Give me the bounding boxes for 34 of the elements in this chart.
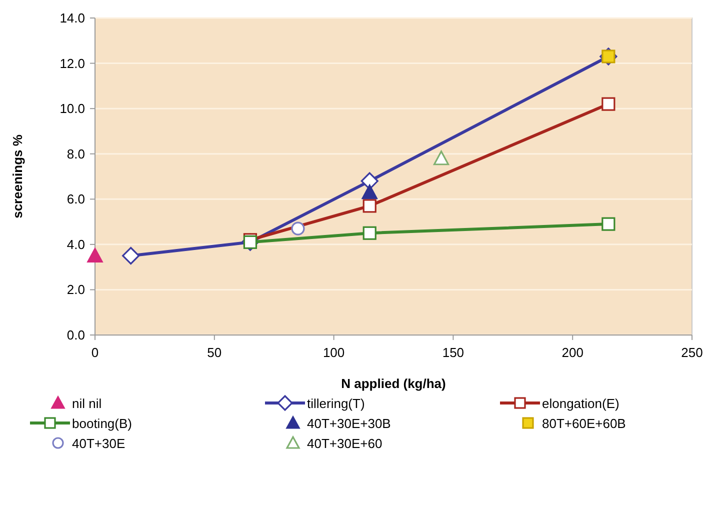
point xyxy=(362,184,378,200)
y-tick-label: 4.0 xyxy=(66,236,85,252)
legend-label: tillering(T) xyxy=(307,396,365,411)
x-tick-label: 200 xyxy=(562,345,584,360)
x-tick-label: 50 xyxy=(207,345,222,360)
x-tick-label: 150 xyxy=(442,345,464,360)
y-tick-label: 0.0 xyxy=(66,328,85,342)
y-tick-label: 8.0 xyxy=(66,146,85,162)
y-tick-label: 10.0 xyxy=(60,101,85,116)
y-tick-label: 2.0 xyxy=(66,282,85,298)
point xyxy=(122,246,140,265)
point xyxy=(362,226,376,240)
y-tick-label: 12.0 xyxy=(60,56,85,71)
x-tick-label: 250 xyxy=(681,345,703,360)
point xyxy=(602,97,616,111)
legend-label: 40T+30E xyxy=(72,436,126,451)
point xyxy=(291,222,305,236)
legend-label: 40T+30E+30B xyxy=(307,416,391,431)
x-tick-label: 100 xyxy=(322,345,345,360)
x-axis-title: N applied (kg/ha) xyxy=(341,376,446,391)
legend-label: 80T+60E+60B xyxy=(542,416,626,431)
point xyxy=(433,150,450,166)
point xyxy=(362,199,376,213)
legend-label: nil nil xyxy=(72,396,102,411)
point xyxy=(87,248,103,263)
legend-label: 40T+30E+60 xyxy=(307,436,382,451)
x-tick-label: 0 xyxy=(91,345,99,360)
point xyxy=(602,217,616,231)
legend-label: booting(B) xyxy=(72,416,132,431)
y-tick-label: 6.0 xyxy=(66,192,85,207)
y-axis-title: screenings % xyxy=(10,134,25,218)
y-tick-label: 14.0 xyxy=(60,10,85,26)
point xyxy=(360,172,378,190)
legend-label: elongation(E) xyxy=(542,396,620,411)
